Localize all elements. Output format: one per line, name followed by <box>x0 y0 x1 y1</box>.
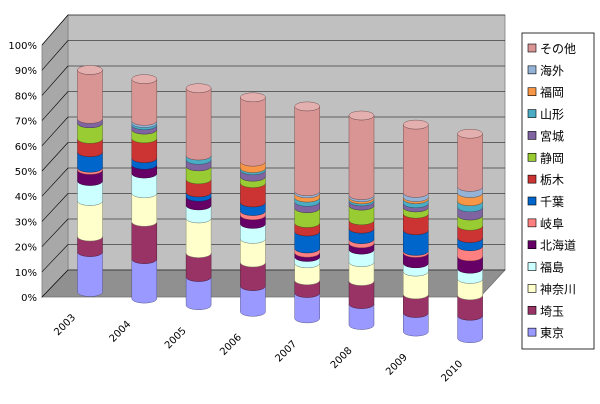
x-tick-label: 2010 <box>439 359 465 385</box>
bar-segment-その他 <box>131 79 158 126</box>
bar-2007 <box>294 101 320 324</box>
bar-2004 <box>131 74 158 304</box>
x-tick-label: 2004 <box>108 319 134 345</box>
gridline-side <box>41 142 69 172</box>
bar-2009 <box>403 119 429 337</box>
bar-top-cap <box>457 128 483 139</box>
gridline-side <box>41 65 69 96</box>
bar-segment-その他 <box>185 88 212 161</box>
bar-segment-東京 <box>131 259 158 304</box>
gridline-side <box>41 14 69 46</box>
y-tick-label: 50% <box>15 167 37 178</box>
legend-label: 静岡 <box>540 151 564 165</box>
bar-2005 <box>185 83 212 310</box>
legend-swatch-東京 <box>527 327 537 337</box>
y-axis-ticks: 0% 10% 20% 30% 40% 50% 60% 70% 80% 90% 100% <box>8 41 37 304</box>
legend-label: 千葉 <box>540 195 564 209</box>
legend-label: 栃木 <box>540 173 564 187</box>
legend-label: 北海道 <box>540 238 576 253</box>
x-tick-label: 2007 <box>274 339 300 365</box>
x-tick-label: 2006 <box>218 332 244 358</box>
y-tick-label: 60% <box>15 142 37 153</box>
bar-top-cap <box>403 119 429 130</box>
bar-segment-東京 <box>77 251 103 297</box>
bar-segment-その他 <box>77 69 103 124</box>
bar-segment-神奈川 <box>131 193 158 227</box>
bar-top-cap <box>185 83 212 93</box>
legend-swatch-埼玉 <box>527 305 537 315</box>
y-tick-label: 70% <box>15 117 37 128</box>
gridline-side <box>41 218 69 247</box>
legend-swatch-宮城 <box>527 131 537 140</box>
bar-segment-その他 <box>240 97 266 167</box>
legend-label: 宮城 <box>540 128 564 143</box>
bar-2003 <box>77 65 103 297</box>
gridline-side <box>41 167 69 197</box>
bar-segment-埼玉 <box>131 221 158 264</box>
legend-swatch-山形 <box>527 109 537 118</box>
legend-box <box>521 32 595 350</box>
x-tick-label: 2008 <box>329 345 355 371</box>
bar-2010 <box>457 128 483 343</box>
gridline-side <box>41 244 69 273</box>
bar-segment-その他 <box>457 133 483 192</box>
bar-top-cap <box>348 110 375 121</box>
side-wall <box>41 13 69 298</box>
y-tick-label: 40% <box>15 192 37 203</box>
legend-swatch-海外 <box>527 65 537 75</box>
legend-swatch-その他 <box>527 43 537 53</box>
bar-segment-東京 <box>185 276 212 310</box>
legend-label: 山形 <box>540 108 564 122</box>
bar-segment-神奈川 <box>77 200 103 242</box>
chart-walls <box>41 13 506 298</box>
y-tick-label: 20% <box>15 243 37 254</box>
bar-top-cap <box>240 92 266 103</box>
floor <box>41 269 506 298</box>
legend-swatch-神奈川 <box>527 284 537 293</box>
bar-top-cap <box>294 101 320 112</box>
gridline-side <box>41 40 69 71</box>
legend-swatch-静岡 <box>527 152 537 162</box>
bar-top-cap <box>77 65 103 75</box>
y-tick-label: 0% <box>21 293 37 304</box>
gridline-side <box>41 269 69 298</box>
legend-label: 東京 <box>540 326 564 340</box>
gridline-side <box>41 193 69 222</box>
legend-label: 埼玉 <box>540 304 564 318</box>
legend-label: 福岡 <box>540 85 564 100</box>
bar-segment-その他 <box>348 115 375 200</box>
x-tick-label: 2009 <box>384 352 410 378</box>
y-tick-label: 10% <box>15 268 37 279</box>
y-tick-label: 30% <box>15 217 37 228</box>
legend-swatch-福島 <box>527 262 537 271</box>
legend-swatch-千葉 <box>527 196 537 206</box>
legend-label: 岐阜 <box>540 217 564 231</box>
bar-2008 <box>348 110 375 330</box>
bar-segment-神奈川 <box>185 218 212 258</box>
bars <box>77 65 483 343</box>
bar-segment-その他 <box>403 124 429 198</box>
legend-label: 福島 <box>540 260 564 275</box>
bar-top-cap <box>131 74 158 84</box>
bar-2006 <box>240 92 266 317</box>
legend-swatch-岐阜 <box>527 218 537 228</box>
legend-label: その他 <box>540 42 576 56</box>
legend-label: 海外 <box>540 63 564 78</box>
x-tick-label: 2003 <box>52 312 78 338</box>
legend-label: 神奈川 <box>540 282 576 296</box>
legend-swatch-福岡 <box>527 87 537 97</box>
gridline-side <box>41 116 69 147</box>
bar-segment-その他 <box>294 106 320 196</box>
legend-swatch-栃木 <box>527 174 537 184</box>
y-tick-label: 100% <box>8 41 37 52</box>
x-tick-label: 2005 <box>163 326 189 352</box>
legend-swatch-北海道 <box>527 240 537 250</box>
gridline-side <box>41 91 69 121</box>
y-tick-label: 90% <box>15 66 37 77</box>
y-tick-label: 80% <box>15 91 37 102</box>
